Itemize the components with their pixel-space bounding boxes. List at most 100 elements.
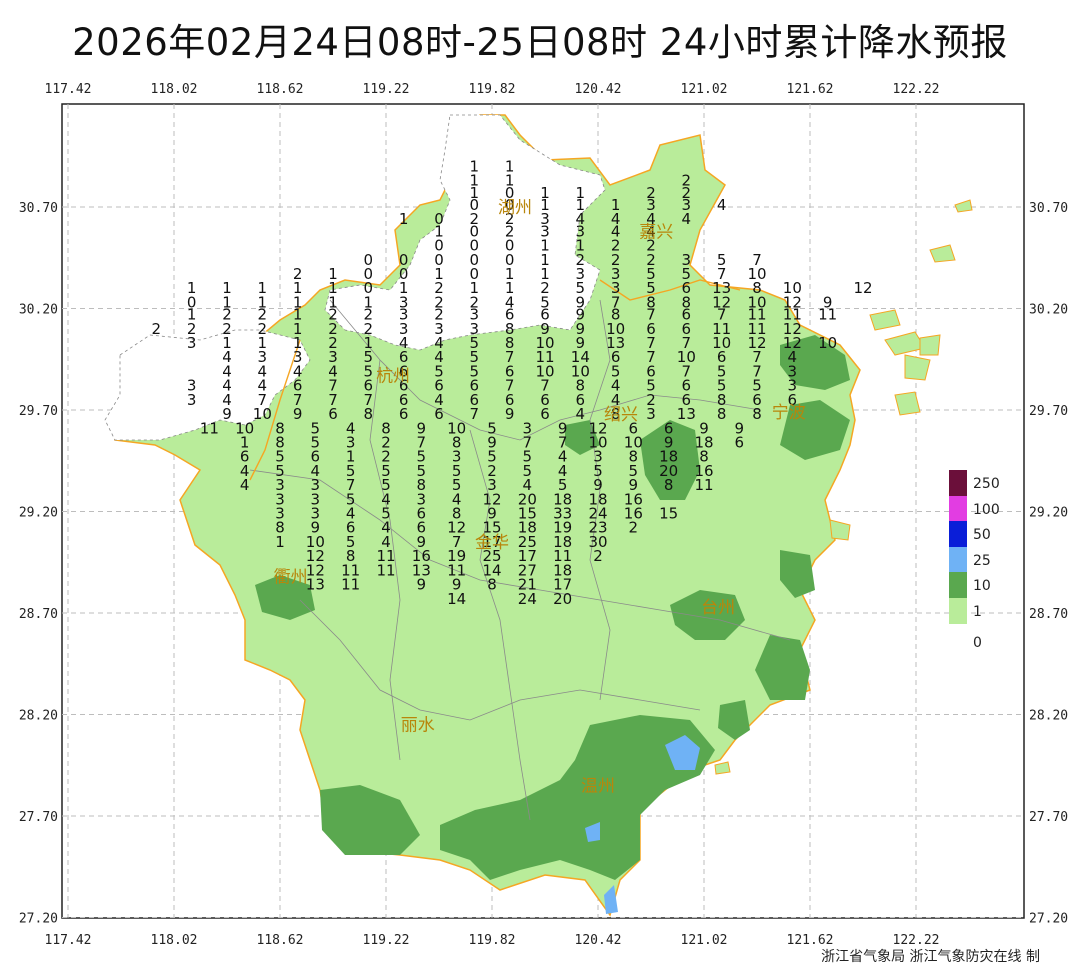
lon-tick-bottom: 122.22: [893, 933, 940, 948]
precip-value: 5: [381, 462, 391, 480]
precip-value: 7: [717, 265, 727, 283]
precip-value: 3: [646, 196, 656, 214]
precip-value: 5: [434, 362, 444, 380]
precip-value: 8: [752, 279, 762, 297]
legend-swatch: [949, 521, 967, 547]
precip-value: 4: [611, 210, 621, 228]
precip-value: 4: [434, 391, 444, 409]
credit-text: 浙江省气象局 浙江气象防灾在线 制: [821, 949, 1040, 965]
precip-value: 5: [576, 279, 586, 297]
precip-value: 6: [682, 279, 692, 297]
precip-value: 2: [328, 320, 338, 338]
precip-value: 3: [523, 419, 533, 437]
lon-tick-bottom: 120.42: [575, 933, 622, 948]
precip-value: 10: [306, 533, 325, 551]
precip-value: 3: [311, 505, 321, 523]
precip-value: 9: [699, 419, 709, 437]
precip-value: 4: [505, 293, 515, 311]
precip-value: 5: [717, 362, 727, 380]
precip-value: 11: [200, 419, 219, 437]
lat-tick-right: 29.70: [1029, 404, 1068, 419]
precip-value: 11: [783, 306, 802, 324]
precip-value: 25: [518, 533, 537, 551]
precip-value: 6: [399, 391, 409, 409]
axis-ticks: 117.42 117.42 118.02 118.02 118.62 118.62 119.…: [19, 82, 1068, 948]
precip-value: 4: [576, 210, 586, 228]
precip-value: 6: [399, 377, 409, 395]
precip-value: 3: [399, 293, 409, 311]
precip-value: 2: [611, 251, 621, 269]
precip-value: 0: [470, 237, 480, 255]
precip-value: 6: [505, 306, 515, 324]
legend: 250 100 50 25 10 1 0: [949, 470, 1009, 651]
precip-value: 1: [187, 279, 197, 297]
precip-value: 2: [434, 306, 444, 324]
precip-value: 2: [505, 210, 515, 228]
precip-value: 7: [505, 377, 515, 395]
precip-value: 0: [434, 210, 444, 228]
precip-value: 3: [470, 306, 480, 324]
precip-value: 2: [222, 306, 232, 324]
precip-value: 13: [412, 561, 431, 579]
precip-value: 7: [540, 377, 550, 395]
precip-value: 8: [682, 293, 692, 311]
precip-value: 8: [487, 576, 497, 594]
precip-value: 6: [682, 306, 692, 324]
precip-value: 18: [553, 490, 572, 508]
precip-value: 1: [293, 279, 303, 297]
precip-value: 6: [293, 377, 303, 395]
legend-row: 0: [949, 623, 1009, 651]
precip-value: 9: [222, 405, 232, 423]
lon-tick-bottom: 118.62: [257, 933, 304, 948]
precip-value: 0: [434, 237, 444, 255]
precip-value: 4: [611, 391, 621, 409]
precip-value: 4: [222, 377, 232, 395]
precip-value: 6: [752, 391, 762, 409]
city-label: 杭州: [376, 366, 410, 386]
precip-value: 14: [571, 348, 590, 366]
precip-value: 9: [452, 576, 462, 594]
precip-value: 6: [434, 377, 444, 395]
precip-value: 7: [523, 433, 533, 451]
precip-value: 11: [447, 561, 466, 579]
precip-value: 3: [540, 210, 550, 228]
precip-value: 3: [788, 362, 798, 380]
lat-tick-right: 28.70: [1029, 607, 1068, 622]
precip-value: 8: [717, 391, 727, 409]
precip-value: 5: [275, 448, 285, 466]
precip-value: 20: [659, 462, 678, 480]
precip-value: 5: [452, 462, 462, 480]
precip-value: 5: [417, 448, 427, 466]
precip-value: 5: [346, 533, 356, 551]
precip-value: 6: [328, 405, 338, 423]
precip-value: 7: [752, 251, 762, 269]
precip-value: 9: [735, 419, 745, 437]
precip-value: 2: [328, 334, 338, 352]
precip-value: 1: [505, 265, 515, 283]
precip-value: 7: [752, 348, 762, 366]
precip-value: 23: [588, 519, 607, 537]
precip-value: 9: [417, 576, 427, 594]
precip-value: 18: [518, 519, 537, 537]
precip-value: 4: [328, 362, 338, 380]
lat-tick-right: 27.70: [1029, 810, 1068, 825]
legend-row: 25: [949, 546, 1009, 573]
precip-value: 4: [311, 462, 321, 480]
precip-value: 20: [518, 490, 537, 508]
precip-value: 1: [187, 306, 197, 324]
precip-value: 3: [399, 306, 409, 324]
precip-value: 1: [328, 293, 338, 311]
precip-value: 9: [311, 519, 321, 537]
precip-value: 5: [558, 476, 568, 494]
precip-value: 1: [328, 265, 338, 283]
precip-value: 24: [588, 505, 607, 523]
precip-value: 10: [747, 293, 766, 311]
precip-value: 17: [518, 547, 537, 565]
precip-value: 1: [293, 293, 303, 311]
precip-value: 10: [447, 419, 466, 437]
precip-value: 6: [470, 391, 480, 409]
lon-tick-bottom: 121.02: [681, 933, 728, 948]
precip-value: 1: [505, 279, 515, 297]
precip-value: 4: [258, 377, 268, 395]
